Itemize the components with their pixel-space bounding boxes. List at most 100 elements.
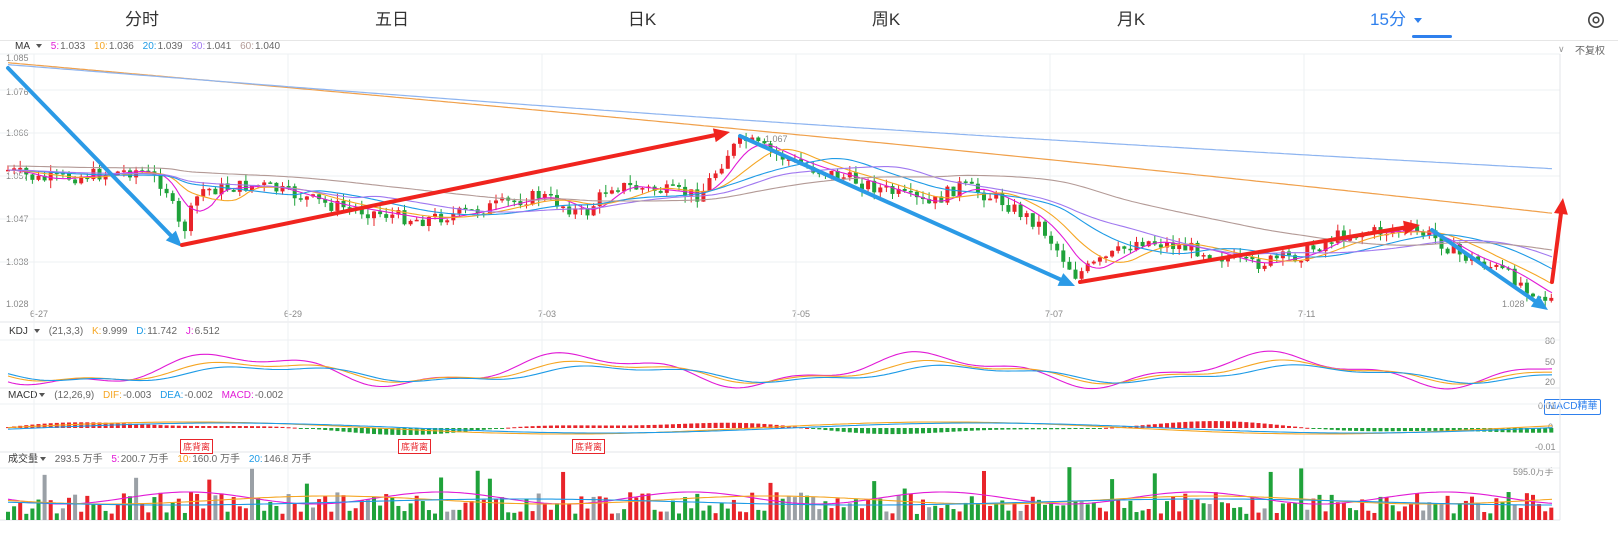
vol20-key: 20: <box>248 454 263 465</box>
macd-bar <box>195 425 200 428</box>
macd-bar <box>811 428 816 429</box>
caret-down-icon[interactable] <box>33 329 40 334</box>
macd-bar <box>1549 428 1554 433</box>
vol10-key: 10: <box>177 454 192 465</box>
high-price-marker: 1.067 <box>765 134 788 144</box>
candle-body <box>1134 241 1139 251</box>
tab-15min[interactable]: 15分 <box>1336 0 1456 40</box>
candle-body <box>878 187 883 193</box>
volume-bar <box>396 505 401 520</box>
candle-body <box>1531 293 1535 297</box>
macd-bar <box>1335 428 1340 431</box>
volume-bar <box>1360 499 1365 520</box>
volume-bar <box>1445 495 1450 520</box>
volume-bar <box>280 513 285 520</box>
candle-body <box>1085 263 1090 272</box>
volume-bar <box>1183 493 1188 520</box>
candle-body <box>1549 297 1554 301</box>
volume-max-label: 595.0万手 <box>1513 467 1554 477</box>
macd-bar <box>1256 423 1261 428</box>
macd-bar <box>555 425 559 428</box>
volume-bar <box>1396 511 1401 520</box>
volume-bar <box>1134 512 1139 520</box>
vol-ma5-line <box>7 491 1553 505</box>
caret-down-icon[interactable] <box>39 393 46 398</box>
tab-intraday[interactable]: 分时 <box>82 0 202 40</box>
macd-bar <box>115 423 120 428</box>
price-axis-label: 1.076 <box>6 87 29 97</box>
macd-bar <box>317 428 322 430</box>
kdj-j-key: J: <box>185 326 194 337</box>
candle-body <box>1335 230 1340 243</box>
candle-body <box>36 175 41 180</box>
macd-bar <box>1226 421 1230 428</box>
volume-bar <box>146 512 151 520</box>
macd-bar <box>1329 428 1334 430</box>
macd-bar <box>512 427 517 429</box>
macd-bar <box>213 426 218 428</box>
macd-bar <box>347 428 352 433</box>
kdj-d-key: D: <box>136 326 147 337</box>
candle-body <box>1097 257 1102 262</box>
candle-body <box>30 174 35 180</box>
macd-selector[interactable]: MACD <box>8 390 38 401</box>
ma10-key: 10: <box>93 41 108 52</box>
macd-bar <box>353 428 358 433</box>
macd-bar <box>1073 428 1078 429</box>
volume-bar <box>121 493 126 520</box>
chevron-down-icon[interactable]: ∨ <box>1558 44 1565 54</box>
volume-bar <box>91 503 96 520</box>
caret-down-icon[interactable] <box>36 44 42 49</box>
volume-selector[interactable]: 成交量 <box>8 454 38 465</box>
candle-body <box>1299 261 1304 263</box>
macd-bar <box>725 422 730 428</box>
candle-body <box>372 211 376 219</box>
ma10-line <box>7 148 1553 285</box>
volume-bar <box>756 509 761 520</box>
volume-bar <box>12 506 17 520</box>
candle-body <box>963 181 968 183</box>
macd-bar <box>396 428 401 435</box>
kdj-selector[interactable]: KDJ <box>9 326 28 337</box>
volume-bar <box>768 482 773 520</box>
volume-bar <box>725 508 730 520</box>
price-adjust-toggle[interactable]: 不复权 <box>1575 46 1605 57</box>
tab-monthly-k[interactable]: 月K <box>1071 0 1191 40</box>
macd-button[interactable]: MACD精華 <box>1544 399 1602 415</box>
volume-bar <box>548 509 553 520</box>
gear-icon[interactable] <box>1586 10 1606 30</box>
volume-bar <box>670 500 675 520</box>
ma-legend: MA 5:1.033 10:1.036 20:1.039 30:1.041 60… <box>15 40 286 54</box>
candle-body <box>835 170 840 179</box>
candle-body <box>6 169 10 172</box>
candle-body <box>1500 264 1505 269</box>
volume-bar <box>512 512 517 520</box>
candle-body <box>1061 250 1066 262</box>
candle-body <box>884 186 889 188</box>
vol-ma10-line <box>7 495 1553 505</box>
caret-down-icon[interactable] <box>40 457 46 462</box>
tab-five-day[interactable]: 五日 <box>332 0 452 40</box>
volume-bar <box>1524 493 1529 520</box>
kdj-axis-label: 80 <box>1545 336 1556 346</box>
macd-bar <box>1317 428 1322 429</box>
candle-body <box>1165 242 1169 248</box>
candle-body <box>158 175 163 189</box>
candle-body <box>951 186 956 197</box>
candle-body <box>603 192 608 194</box>
ma-selector[interactable]: MA <box>15 41 30 52</box>
volume-bar <box>115 503 120 520</box>
tab-weekly-k[interactable]: 周K <box>826 0 946 40</box>
volume-bar <box>1439 503 1444 520</box>
volume-bar <box>1140 510 1145 520</box>
volume-bar <box>262 510 267 520</box>
macd-bar <box>1482 428 1487 432</box>
volume-bar <box>1165 501 1169 520</box>
volume-bar <box>988 505 993 520</box>
candle-body <box>1226 257 1230 262</box>
volume-bar <box>695 493 700 520</box>
macd-bar <box>921 428 925 434</box>
candle-body <box>914 191 919 198</box>
tab-daily-k[interactable]: 日K <box>582 0 702 40</box>
